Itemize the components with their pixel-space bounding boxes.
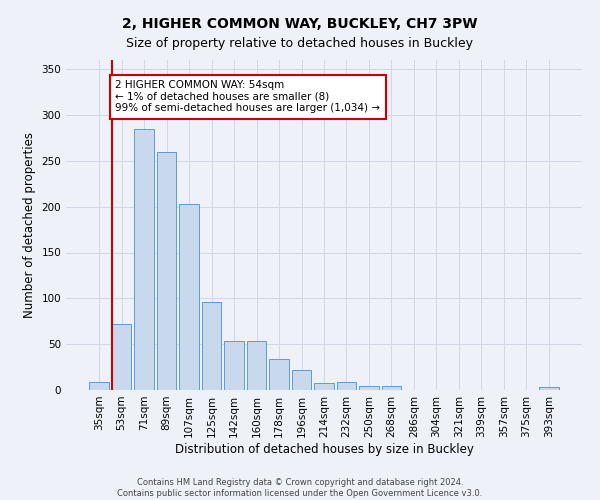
Bar bbox=[269, 359, 289, 390]
Bar bbox=[134, 128, 154, 390]
Bar bbox=[179, 204, 199, 390]
Bar bbox=[337, 382, 356, 390]
Text: Contains HM Land Registry data © Crown copyright and database right 2024.
Contai: Contains HM Land Registry data © Crown c… bbox=[118, 478, 482, 498]
Bar bbox=[382, 386, 401, 390]
Bar bbox=[224, 342, 244, 390]
Bar bbox=[202, 302, 221, 390]
X-axis label: Distribution of detached houses by size in Buckley: Distribution of detached houses by size … bbox=[175, 442, 473, 456]
Bar bbox=[314, 382, 334, 390]
Bar bbox=[157, 152, 176, 390]
Bar bbox=[112, 324, 131, 390]
Bar bbox=[359, 386, 379, 390]
Text: 2, HIGHER COMMON WAY, BUCKLEY, CH7 3PW: 2, HIGHER COMMON WAY, BUCKLEY, CH7 3PW bbox=[122, 18, 478, 32]
Bar bbox=[247, 342, 266, 390]
Bar bbox=[539, 387, 559, 390]
Text: 2 HIGHER COMMON WAY: 54sqm
← 1% of detached houses are smaller (8)
99% of semi-d: 2 HIGHER COMMON WAY: 54sqm ← 1% of detac… bbox=[115, 80, 380, 114]
Y-axis label: Number of detached properties: Number of detached properties bbox=[23, 132, 36, 318]
Bar bbox=[89, 382, 109, 390]
Text: Size of property relative to detached houses in Buckley: Size of property relative to detached ho… bbox=[127, 38, 473, 51]
Bar bbox=[292, 370, 311, 390]
